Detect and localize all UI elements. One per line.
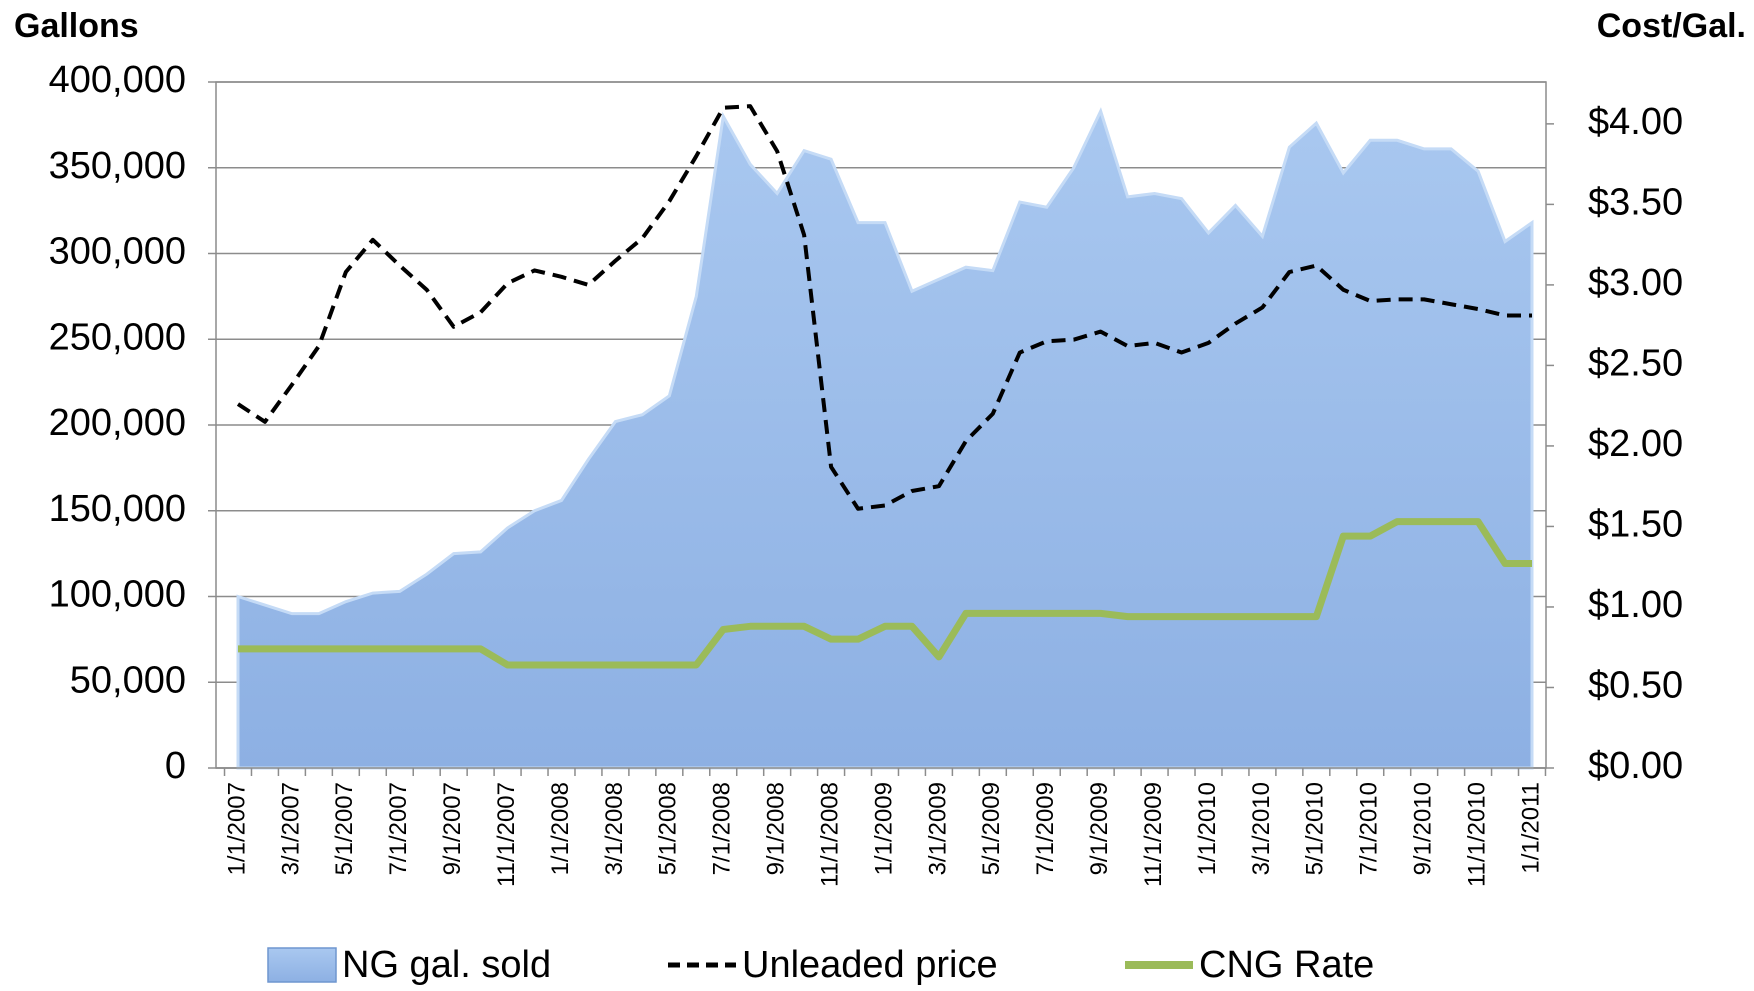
x-tick-label: 1/1/2011 [1517,782,1544,874]
x-tick-label: 9/1/2008 [763,782,790,875]
y2-tick-label: $3.00 [1588,262,1683,304]
x-tick-label: 7/1/2009 [1032,782,1059,875]
x-tick-label: 9/1/2009 [1086,782,1113,875]
x-tick-label: 7/1/2008 [709,782,736,875]
y2-tick-label: $4.00 [1588,101,1683,143]
x-tick-label: 1/1/2007 [223,782,250,875]
x-tick-label: 9/1/2007 [439,782,466,875]
x-tick-label: 5/1/2009 [978,782,1005,875]
line [238,518,1532,669]
x-tick-label: 11/1/2007 [493,782,520,887]
x-tick-label: 3/1/2010 [1248,782,1275,875]
y2-tick-label: $0.00 [1588,745,1683,787]
x-tick-label: 5/1/2007 [331,782,358,875]
x-tick-label: 9/1/2010 [1410,782,1437,875]
y2-tick-label: $3.50 [1588,181,1683,223]
legend-swatch [267,947,337,983]
x-tick-label: 11/1/2010 [1463,782,1490,887]
y-tick-label: 400,000 [49,59,186,101]
x-tick-label: 7/1/2007 [385,782,412,875]
x-tick-label: 1/1/2008 [547,782,574,875]
x-tick-label: 3/1/2008 [601,782,628,875]
y2-tick-label: $1.50 [1588,503,1683,545]
legend-label: Unleaded price [742,944,998,986]
y2-axis-title: Cost/Gal. [1597,7,1746,45]
line [236,104,1532,511]
y2-tick-label: $1.00 [1588,584,1683,626]
y-tick-label: 100,000 [49,574,186,616]
y2-tick-label: $2.00 [1588,423,1683,465]
x-tick-label: 11/1/2009 [1140,782,1167,887]
legend-label: NG gal. sold [342,944,551,986]
y-tick-label: 0 [165,745,186,787]
x-tick-label: 3/1/2007 [277,782,304,875]
y-tick-label: 150,000 [49,488,186,530]
x-tick-label: 3/1/2009 [924,782,951,875]
y-tick-label: 350,000 [49,145,186,187]
x-tick-label: 5/1/2008 [655,782,682,875]
y-tick-label: 250,000 [49,316,186,358]
area [236,107,1534,770]
x-tick-label: 1/1/2009 [870,782,897,875]
y-tick-label: 300,000 [49,231,186,273]
x-tick-label: 1/1/2010 [1194,782,1221,875]
y-tick-label: 200,000 [49,402,186,444]
y2-tick-label: $2.50 [1588,342,1683,384]
x-tick-label: 11/1/2008 [816,782,843,887]
x-tick-label: 7/1/2010 [1356,782,1383,875]
x-tick-label: 5/1/2010 [1302,782,1329,875]
y-tick-label: 50,000 [70,659,186,701]
y2-tick-label: $0.50 [1588,665,1683,707]
legend-label: CNG Rate [1199,944,1374,986]
y-axis-title: Gallons [14,7,139,45]
